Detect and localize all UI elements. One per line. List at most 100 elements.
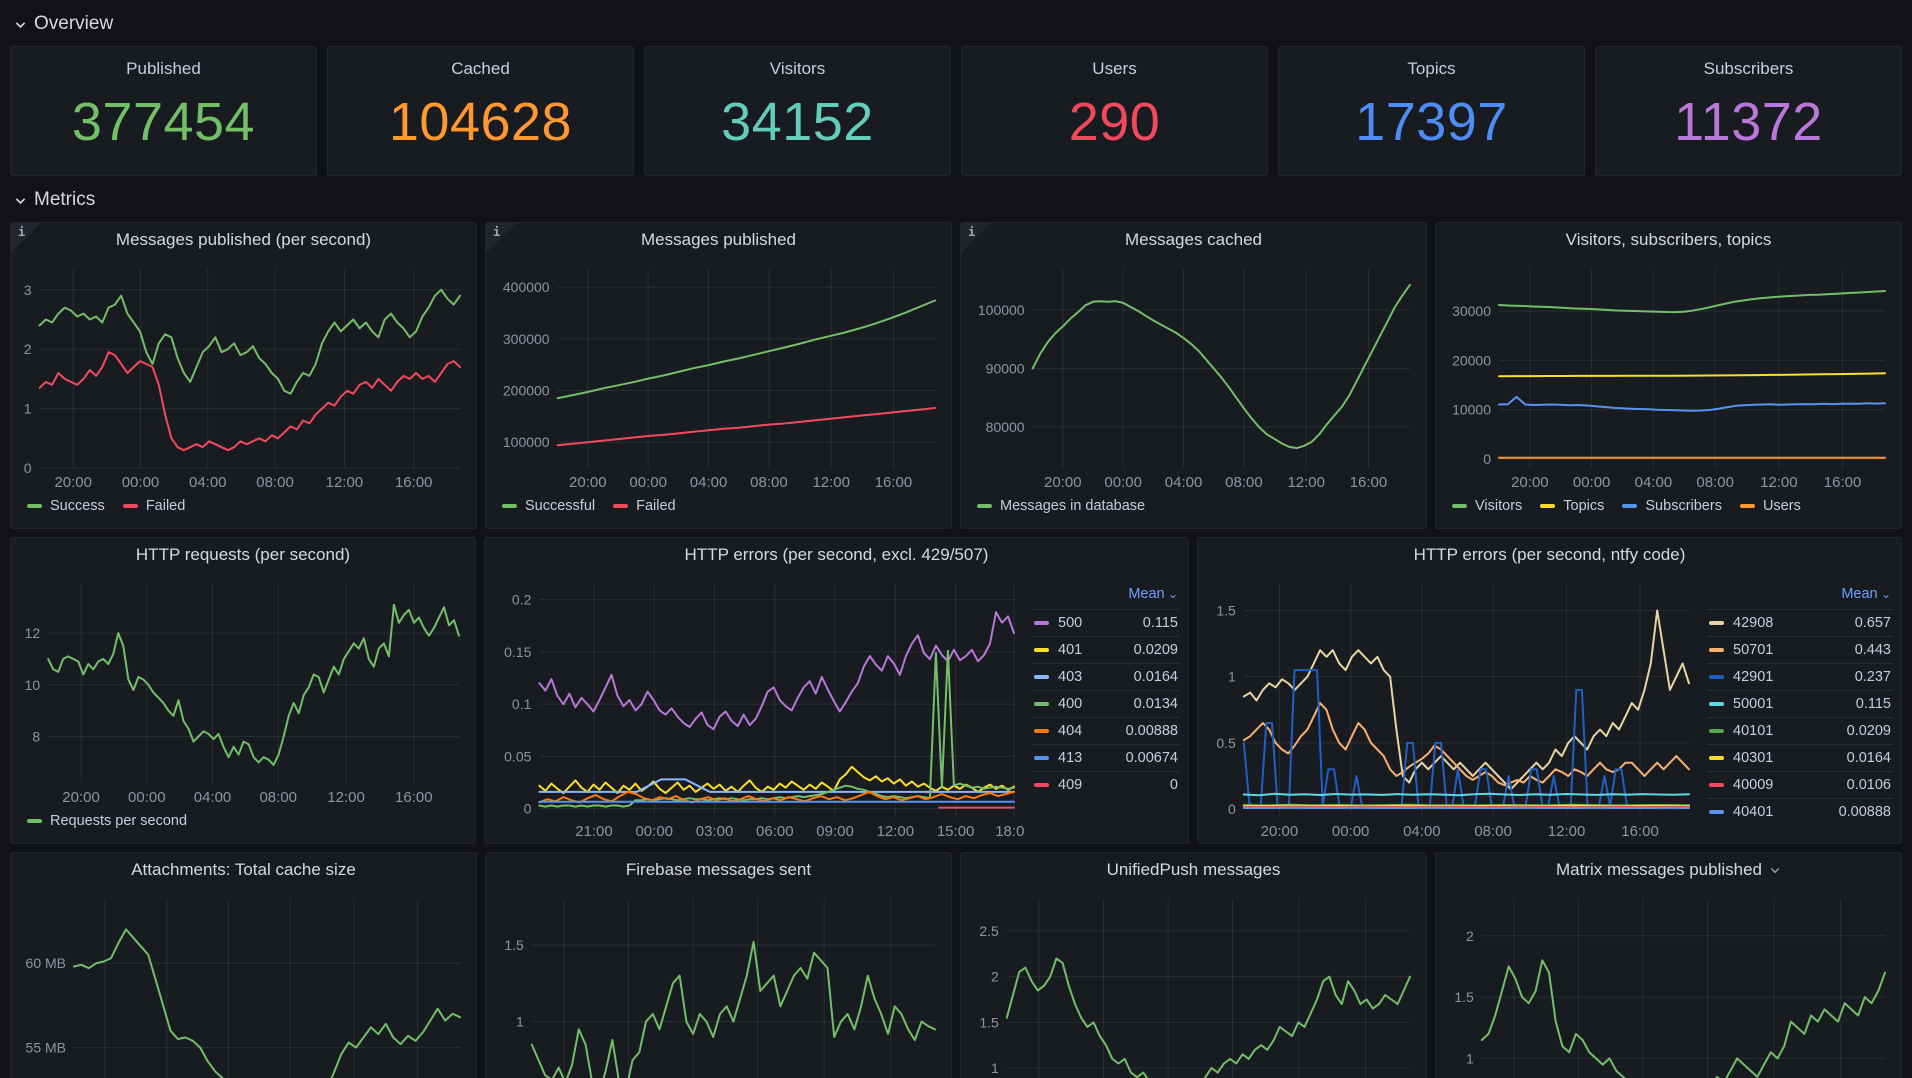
legend-row-40101[interactable]: 40101 0.0209 <box>1707 717 1893 744</box>
svg-text:04:00: 04:00 <box>1165 474 1203 491</box>
series-name: Visitors <box>1475 498 1523 514</box>
legend-row-500[interactable]: 500 0.115 <box>1032 609 1180 636</box>
series-color-swatch <box>1622 504 1638 508</box>
panel-title[interactable]: Visitors, subscribers, topics <box>1436 223 1901 257</box>
svg-text:0: 0 <box>1228 801 1236 817</box>
series-color-swatch <box>1709 675 1724 679</box>
svg-text:20:00: 20:00 <box>569 474 607 491</box>
metrics-grid: i Messages published (per second) 0 1 2 3 20:0… <box>10 222 1902 1078</box>
panel-title[interactable]: Attachments: Total cache size <box>11 853 476 887</box>
legend-row-400[interactable]: 400 0.0134 <box>1032 690 1180 717</box>
series-mean-value: 0.00888 <box>1125 723 1178 739</box>
legend-mean-header[interactable]: Mean ⌄ <box>1707 584 1893 609</box>
info-icon[interactable]: i <box>968 225 976 239</box>
legend-row-409[interactable]: 409 0 <box>1032 771 1180 798</box>
section-header-overview[interactable]: Overview <box>10 0 1902 46</box>
svg-text:0.2: 0.2 <box>512 592 532 608</box>
series-mean-value: 0.0209 <box>1846 723 1891 739</box>
series-color-swatch <box>1034 729 1049 733</box>
panel-title[interactable]: HTTP errors (per second, ntfy code) <box>1198 538 1901 572</box>
chart-canvas[interactable]: 80000 90000 100000 20:00 00:00 04:00 08:00 12:0… <box>967 257 1420 494</box>
panel-title-text: Messages cached <box>1124 230 1263 249</box>
stat-value: 11372 <box>1674 92 1823 152</box>
svg-text:200000: 200000 <box>503 382 550 398</box>
stat-value: 34152 <box>721 92 874 152</box>
panel-title[interactable]: Matrix messages published <box>1436 853 1901 887</box>
legend-mean-label: Mean <box>1841 586 1878 602</box>
svg-text:16:00: 16:00 <box>875 474 913 491</box>
svg-text:15:00: 15:00 <box>937 823 975 840</box>
legend-item-subscribers[interactable]: Subscribers <box>1622 498 1722 514</box>
svg-text:00:00: 00:00 <box>122 474 160 491</box>
svg-text:1: 1 <box>516 1014 524 1030</box>
chevron-down-icon: ⌄ <box>1877 587 1891 601</box>
legend-row-413[interactable]: 413 0.00674 <box>1032 744 1180 771</box>
panel-row: i Messages published (per second) 0 1 2 3 20:0… <box>10 222 1902 529</box>
legend-item-successful[interactable]: Successful <box>502 498 595 514</box>
legend-row-40009[interactable]: 40009 0.0106 <box>1707 771 1893 798</box>
stat-value: 104628 <box>388 92 573 152</box>
legend-row-403[interactable]: 403 0.0164 <box>1032 663 1180 690</box>
series-mean-value: 0.00674 <box>1125 750 1178 766</box>
panel-title-text: Attachments: Total cache size <box>131 860 356 879</box>
series-mean-value: 0.115 <box>1855 696 1891 712</box>
legend-item-failed[interactable]: Failed <box>613 498 676 514</box>
info-icon[interactable]: i <box>493 225 501 239</box>
info-icon[interactable]: i <box>18 225 26 239</box>
svg-text:03:00: 03:00 <box>696 823 734 840</box>
svg-text:06:00: 06:00 <box>756 823 794 840</box>
panel-title[interactable]: Firebase messages sent <box>486 853 951 887</box>
legend-item-topics[interactable]: Topics <box>1540 498 1604 514</box>
chart-canvas[interactable]: 0 1 2 3 20:00 00:00 04:00 08:00 12:00 16:00 <box>17 257 470 494</box>
chevron-down-icon <box>1770 867 1780 874</box>
chart-panel-http-errors-per-second-excl-429-507: HTTP errors (per second, excl. 429/507) 0… <box>484 537 1189 844</box>
legend-row-40301[interactable]: 40301 0.0164 <box>1707 744 1893 771</box>
series-mean-value: 0.115 <box>1142 615 1178 631</box>
chart-canvas[interactable]: 100000 200000 300000 400000 20:00 00:00 04:00 0… <box>492 257 945 494</box>
legend-item-users[interactable]: Users <box>1739 498 1801 514</box>
series-color-swatch <box>1709 621 1724 625</box>
chart-panel-visitors-subscribers-topics: Visitors, subscribers, topics 0 10000 20000… <box>1435 222 1902 529</box>
legend-item-success[interactable]: Success <box>27 498 105 514</box>
series-name: 401 <box>1058 642 1083 658</box>
svg-text:00:00: 00:00 <box>629 474 667 491</box>
panel-title[interactable]: HTTP requests (per second) <box>11 538 475 572</box>
legend-item-requests-per-second[interactable]: Requests per second <box>27 813 187 829</box>
legend-row-401[interactable]: 401 0.0209 <box>1032 636 1180 663</box>
svg-text:100000: 100000 <box>503 434 550 450</box>
legend-row-42901[interactable]: 42901 0.237 <box>1707 663 1893 690</box>
svg-text:55 MB: 55 MB <box>26 1040 66 1056</box>
panel-title[interactable]: Messages published <box>486 223 951 257</box>
chart-canvas[interactable]: 8 10 12 20:00 00:00 04:00 08:00 12:00 16:00 <box>17 572 469 809</box>
svg-text:1.5: 1.5 <box>1454 989 1474 1005</box>
legend-item-messages-in-database[interactable]: Messages in database <box>977 498 1145 514</box>
svg-text:0.1: 0.1 <box>512 696 532 712</box>
svg-text:08:00: 08:00 <box>750 474 788 491</box>
legend-item-visitors[interactable]: Visitors <box>1452 498 1522 514</box>
panel-title[interactable]: Messages cached <box>961 223 1426 257</box>
legend-item-failed[interactable]: Failed <box>122 498 185 514</box>
svg-text:3: 3 <box>24 282 32 298</box>
panel-title[interactable]: HTTP errors (per second, excl. 429/507) <box>485 538 1188 572</box>
legend-row-404[interactable]: 404 0.00888 <box>1032 717 1180 744</box>
legend-row-50701[interactable]: 50701 0.443 <box>1707 636 1893 663</box>
panel-info-corner <box>486 223 516 253</box>
legend: Requests per second <box>11 809 475 843</box>
chart-canvas[interactable]: 0 0.05 0.1 0.15 0.2 21:00 00:00 03:00 06:00 09:00… <box>491 572 1024 843</box>
legend-mean-header[interactable]: Mean ⌄ <box>1032 584 1180 609</box>
chart-canvas[interactable]: 0 0.5 1 1.5 20:00 00:00 04:00 08:00 12:00 16:00 <box>1204 572 1699 843</box>
svg-text:04:00: 04:00 <box>1635 474 1673 491</box>
stat-label: Visitors <box>769 59 826 78</box>
legend-row-50001[interactable]: 50001 0.115 <box>1707 690 1893 717</box>
section-header-metrics[interactable]: Metrics <box>10 176 1902 222</box>
chart-canvas[interactable]: 0 10000 20000 30000 20:00 00:00 04:00 08:00 12:0… <box>1442 257 1895 494</box>
svg-text:0.15: 0.15 <box>504 644 531 660</box>
legend-row-42908[interactable]: 42908 0.657 <box>1707 609 1893 636</box>
legend-row-40401[interactable]: 40401 0.00888 <box>1707 798 1893 825</box>
panel-title[interactable]: Messages published (per second) <box>11 223 476 257</box>
panel-title[interactable]: UnifiedPush messages <box>961 853 1426 887</box>
